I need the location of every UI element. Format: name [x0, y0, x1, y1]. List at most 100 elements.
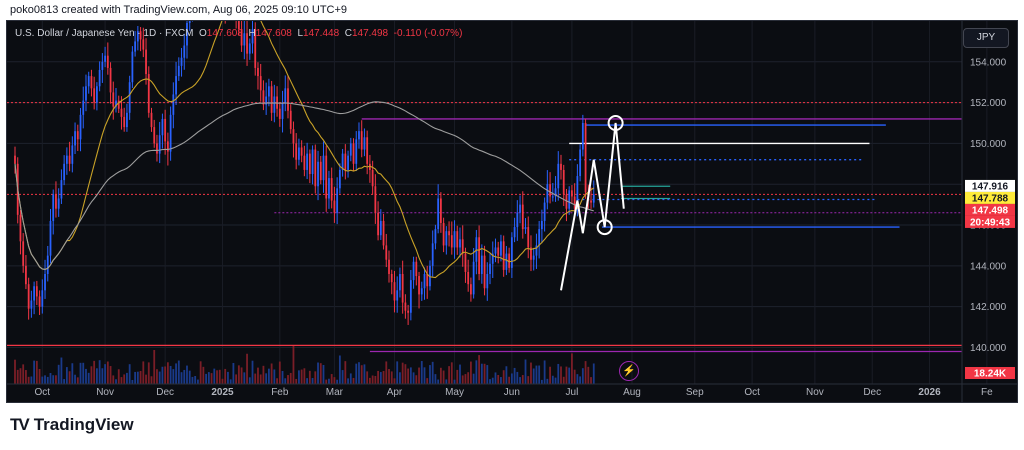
candle-body — [336, 188, 339, 213]
candle-body — [557, 163, 560, 189]
volume-bar — [145, 374, 147, 384]
currency-button[interactable]: JPY — [963, 28, 1009, 48]
volume-bar — [298, 370, 300, 384]
candle-body — [385, 245, 388, 260]
candle-body — [456, 231, 459, 248]
price-label-bg — [965, 191, 1015, 204]
price-label: 147.498 — [972, 205, 1009, 216]
candle-body — [186, 23, 188, 46]
candle-body — [527, 227, 530, 248]
candle-body — [478, 237, 480, 274]
volume-bar — [188, 370, 191, 384]
volume-bar — [418, 367, 420, 384]
volume-bar — [527, 376, 530, 384]
volume-bar — [341, 370, 344, 384]
volume-bar — [317, 362, 319, 384]
candle-body — [303, 155, 306, 170]
x-tick-label: Oct — [35, 387, 51, 398]
volume-bar — [494, 372, 497, 384]
volume-bar — [85, 368, 87, 384]
volume-bar — [516, 371, 519, 384]
candle-body — [117, 100, 120, 109]
volume-bar — [549, 366, 551, 384]
volume-bar — [363, 364, 366, 384]
candle-body — [82, 100, 85, 115]
candle-body — [237, 21, 240, 30]
volume-bar — [546, 378, 549, 384]
volume-bar — [480, 363, 483, 384]
high-value: 147.608 — [255, 28, 292, 39]
candle-body — [328, 178, 330, 199]
candle-body — [46, 255, 49, 274]
volume-bar — [57, 364, 60, 384]
volume-bar — [508, 376, 511, 384]
candle-body — [267, 86, 270, 97]
candle-body — [461, 239, 464, 254]
volume-bar — [134, 371, 137, 384]
candle-body — [407, 310, 410, 313]
volume-bar — [382, 370, 385, 384]
volume-bar — [180, 372, 183, 384]
volume-bar — [420, 361, 423, 384]
pattern-drawing — [560, 115, 625, 291]
volume-bar — [186, 365, 188, 384]
volume-bar — [183, 369, 186, 384]
volume-bar — [194, 375, 197, 384]
candle-body — [270, 86, 273, 113]
volume-bar — [270, 363, 273, 384]
volume-bar — [87, 372, 90, 384]
tradingview-logo: TV TradingView — [10, 415, 134, 435]
lightning-icon[interactable]: ⚡ — [619, 361, 639, 381]
volume-bar — [147, 362, 150, 384]
candle-body — [401, 273, 404, 303]
volume-bar — [115, 379, 117, 384]
volume-bar — [475, 360, 478, 384]
candle-body — [71, 145, 74, 164]
volume-bar — [153, 349, 156, 384]
chart-panel[interactable]: 154.000152.000150.000148.000146.000144.0… — [6, 20, 1018, 403]
volume-bar — [459, 364, 461, 384]
candle-body — [535, 245, 538, 256]
candle-body — [183, 45, 186, 58]
candle-body — [101, 61, 104, 70]
volume-bar — [38, 368, 41, 384]
volume-bar — [491, 377, 494, 384]
volume-bar — [453, 379, 456, 384]
volume-bar — [568, 367, 571, 384]
symbol-legend: U.S. Dollar / Japanese Yen · 1D · FXCM O… — [15, 28, 462, 39]
candle-body — [63, 163, 66, 181]
volume-bar — [314, 371, 317, 384]
volume-bar — [442, 370, 445, 384]
open-value: 147.608 — [206, 28, 243, 39]
volume-label-bg — [965, 367, 1015, 379]
candle-body — [180, 57, 183, 66]
candle-body — [243, 33, 246, 46]
volume-bar — [52, 375, 55, 384]
volume-bar — [344, 361, 347, 384]
volume-bar — [470, 361, 472, 384]
candle-body — [497, 247, 500, 256]
candle-body — [120, 108, 123, 117]
volume-bar — [150, 376, 153, 384]
candle-body — [571, 190, 573, 197]
volume-bar — [202, 366, 205, 384]
candle-body — [90, 76, 93, 89]
candle-body — [161, 118, 164, 136]
volume-bar — [60, 357, 63, 384]
candle-body — [472, 261, 475, 295]
candle-body — [524, 227, 527, 230]
volume-bar — [14, 359, 16, 384]
volume-bar — [360, 365, 363, 384]
candle-body — [287, 88, 289, 111]
volume-bar — [592, 363, 595, 384]
volume-bar — [262, 365, 265, 384]
candle-body — [98, 69, 101, 87]
candle-body — [87, 76, 90, 87]
candle-body — [22, 241, 25, 266]
x-tick-label: May — [445, 387, 464, 398]
volume-bar — [358, 362, 360, 384]
candle-body — [352, 143, 355, 164]
candle-body — [470, 284, 472, 295]
volume-bar — [166, 362, 169, 384]
price-chart[interactable]: 154.000152.000150.000148.000146.000144.0… — [7, 21, 1017, 402]
